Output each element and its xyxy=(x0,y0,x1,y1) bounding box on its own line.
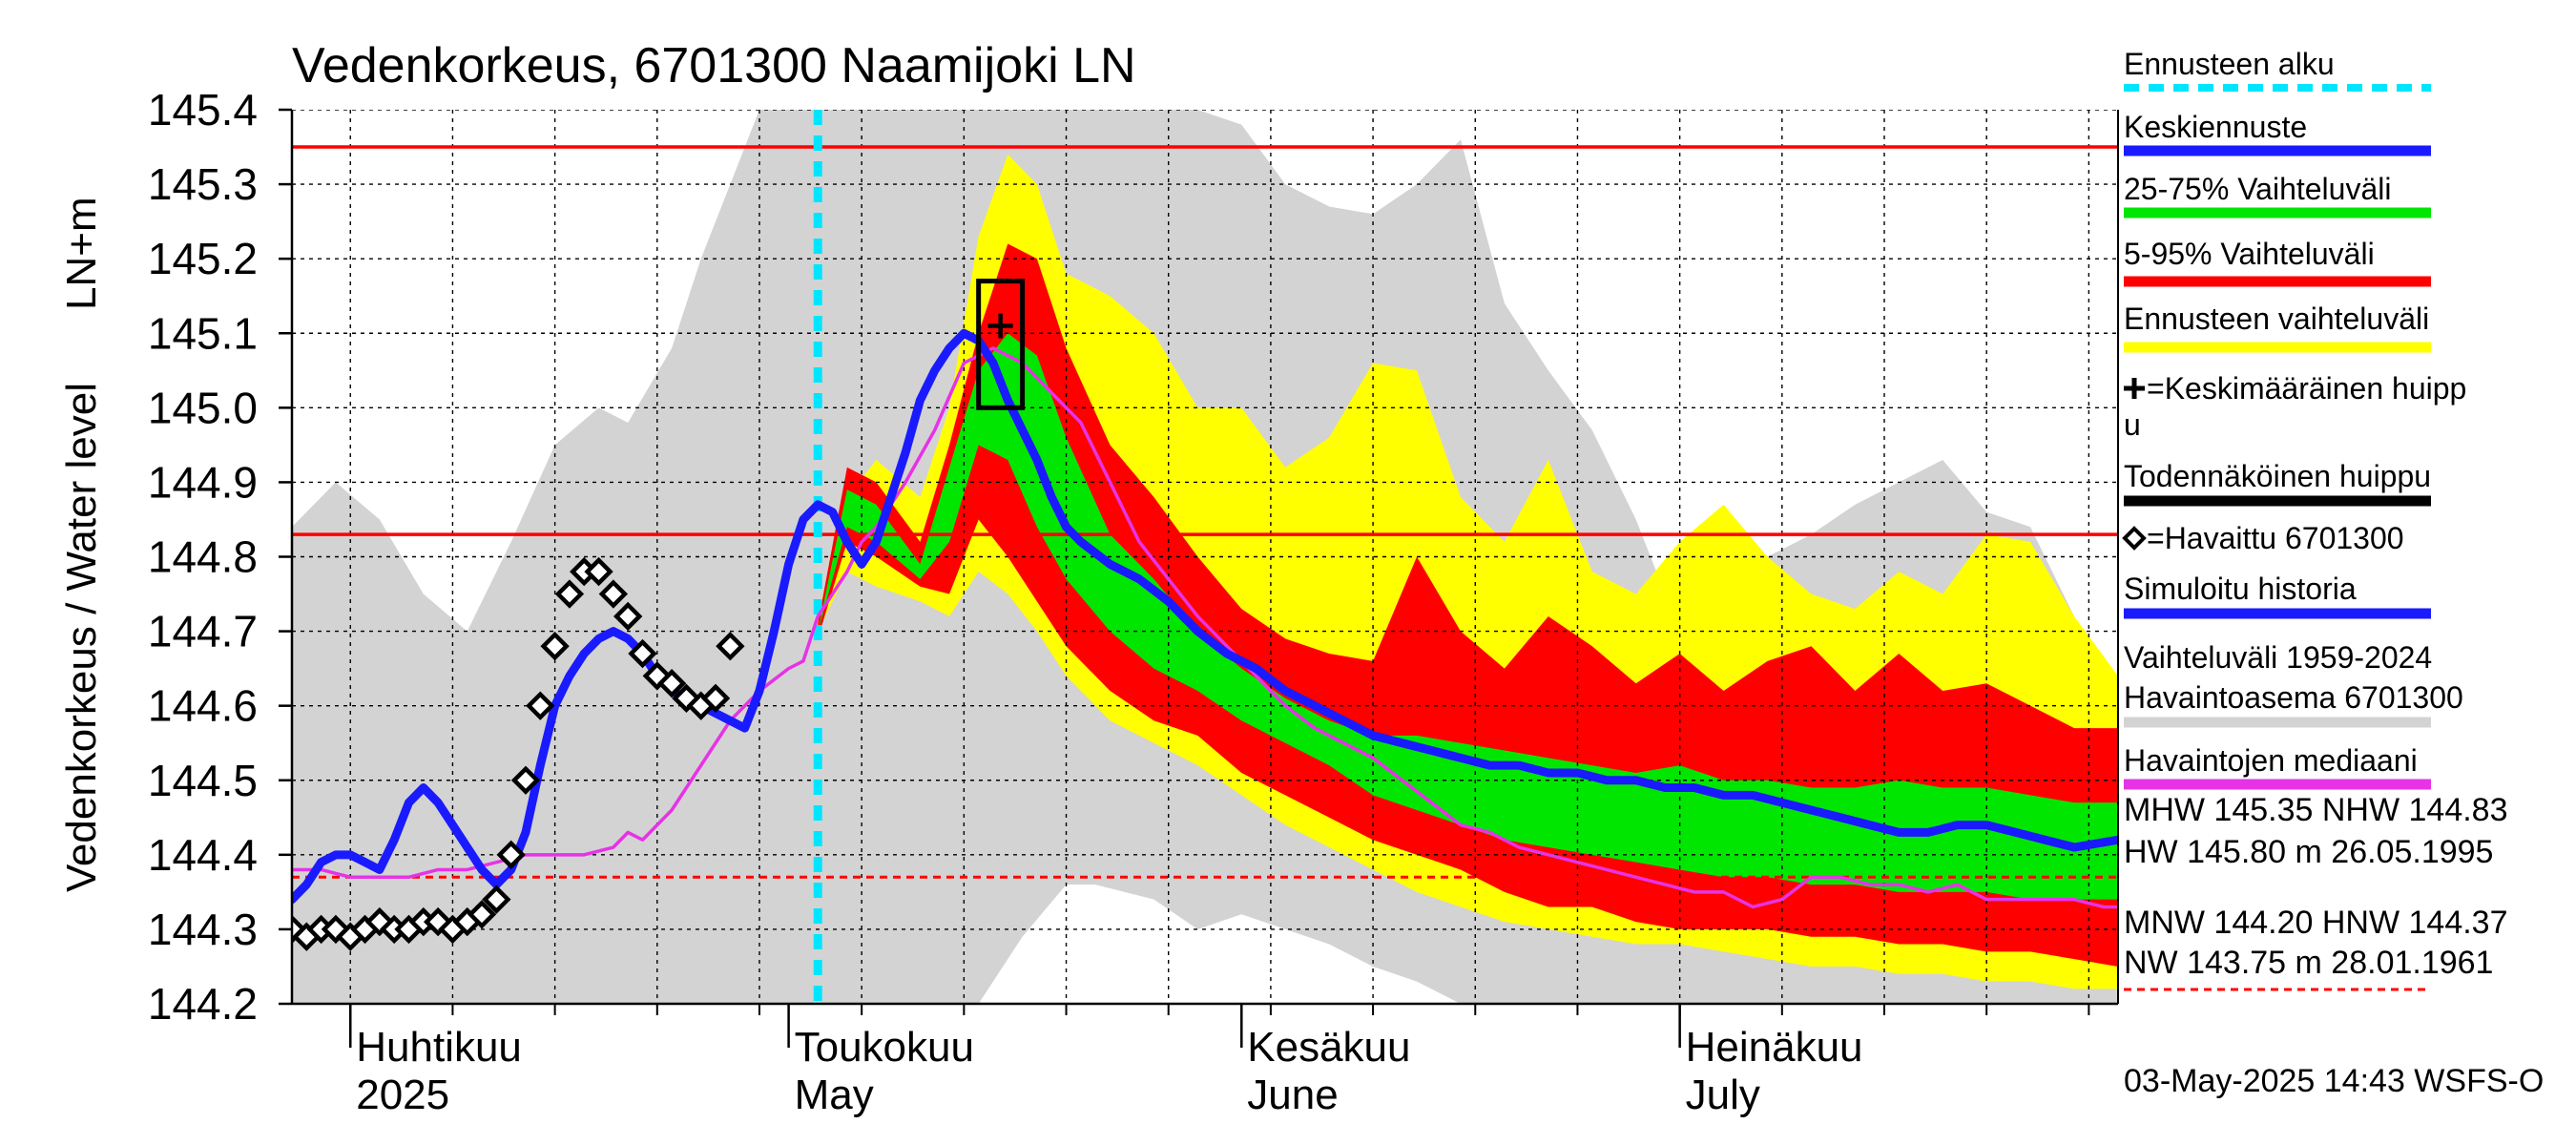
stat-line-nw: NW 143.75 m 28.01.1961 xyxy=(2124,945,2493,981)
x-month-label: Kesäkuu xyxy=(1247,1024,1410,1071)
stat-line-hw: HW 145.80 m 26.05.1995 xyxy=(2124,834,2493,870)
y-tick-label: 144.4 xyxy=(148,830,258,880)
observed-point xyxy=(554,579,585,609)
timestamp-footer: 03-May-2025 14:43 WSFS-O xyxy=(2124,1063,2544,1099)
legend-label-cont: u xyxy=(2124,407,2141,442)
observed-point xyxy=(613,601,643,632)
y-axis-unit-label: LN+m xyxy=(58,197,105,310)
band-25-75 xyxy=(818,333,2118,900)
chart-title: Vedenkorkeus, 6701300 Naamijoki LN xyxy=(292,38,1136,94)
legend: Ennusteen alku Keskiennuste 25-75% Vaihtel… xyxy=(2122,47,2466,790)
legend-label: Vaihteluväli 1959-2024 xyxy=(2124,640,2432,675)
observed-point xyxy=(700,683,731,714)
x-month-label: Heinäkuu xyxy=(1686,1024,1863,1071)
y-tick-label: 145.3 xyxy=(148,159,258,209)
observed-point xyxy=(467,900,497,929)
stat-line-mhw-nhw: MHW 145.35 NHW 144.83 xyxy=(2124,792,2508,828)
observed-point xyxy=(510,765,541,795)
legend-label: =Keskimääräinen huipp xyxy=(2147,371,2466,406)
legend-label: Todennäköinen huippu xyxy=(2124,459,2431,493)
axes: 145.4 145.3 145.2 145.1 145.0 144.9 144.8 144.7… xyxy=(148,85,2119,1118)
x-month-sublabel: May xyxy=(795,1072,874,1118)
y-tick-label: 144.7 xyxy=(148,607,258,656)
legend-label-cont: Havaintoasema 6701300 xyxy=(2124,680,2463,715)
y-tick-label: 145.1 xyxy=(148,308,258,358)
y-axis-label: Vedenkorkeus / Water level xyxy=(58,383,105,892)
median-line xyxy=(292,346,2118,909)
stat-line-mnw-hnw: MNW 144.20 HNW 144.37 xyxy=(2124,905,2508,941)
mean-forecast-line xyxy=(292,328,2118,905)
observed-point xyxy=(526,691,555,720)
y-tick-label: 145.2 xyxy=(148,234,258,283)
legend-label: Keskiennuste xyxy=(2124,110,2307,144)
observed-point xyxy=(584,556,613,587)
y-tick-label: 144.2 xyxy=(148,979,258,1029)
legend-label: Ennusteen alku xyxy=(2124,47,2335,81)
y-tick-label: 144.5 xyxy=(148,756,258,805)
legend-diamond-marker xyxy=(2122,526,2147,551)
plot-area xyxy=(292,110,2118,1004)
observed-point xyxy=(496,840,526,870)
y-tick-label: 144.9 xyxy=(148,457,258,507)
y-tick-label: 145.4 xyxy=(148,85,258,135)
y-tick-label: 144.6 xyxy=(148,681,258,731)
plot-content xyxy=(292,110,2118,1004)
x-month-label: Huhtikuu xyxy=(356,1024,522,1071)
legend-label: =Havaittu 6701300 xyxy=(2147,521,2404,555)
observed-point xyxy=(598,579,629,609)
observed-point xyxy=(716,632,745,661)
y-tick-label: 145.0 xyxy=(148,383,258,432)
mean-peak-marker xyxy=(987,313,1013,339)
x-month-label: Toukokuu xyxy=(795,1024,974,1071)
y-tick-label: 144.3 xyxy=(148,905,258,954)
probable-peak-box xyxy=(976,279,1026,410)
observed-point xyxy=(656,669,687,698)
legend-plus-marker xyxy=(2124,378,2145,399)
legend-label: 5-95% Vaihteluväli xyxy=(2124,237,2375,271)
legend-label: Ennusteen vaihteluväli xyxy=(2124,302,2429,336)
x-month-sublabel: 2025 xyxy=(356,1072,449,1118)
observed-point xyxy=(628,638,657,669)
legend-label: Havaintojen mediaani xyxy=(2124,743,2418,778)
observed-point xyxy=(540,632,570,661)
legend-label: Simuloitu historia xyxy=(2124,572,2357,606)
legend-label: 25-75% Vaihteluväli xyxy=(2124,172,2391,206)
observed-point xyxy=(482,885,511,914)
x-month-sublabel: June xyxy=(1247,1072,1338,1118)
y-tick-label: 144.8 xyxy=(148,532,258,582)
x-month-sublabel: July xyxy=(1686,1072,1760,1118)
